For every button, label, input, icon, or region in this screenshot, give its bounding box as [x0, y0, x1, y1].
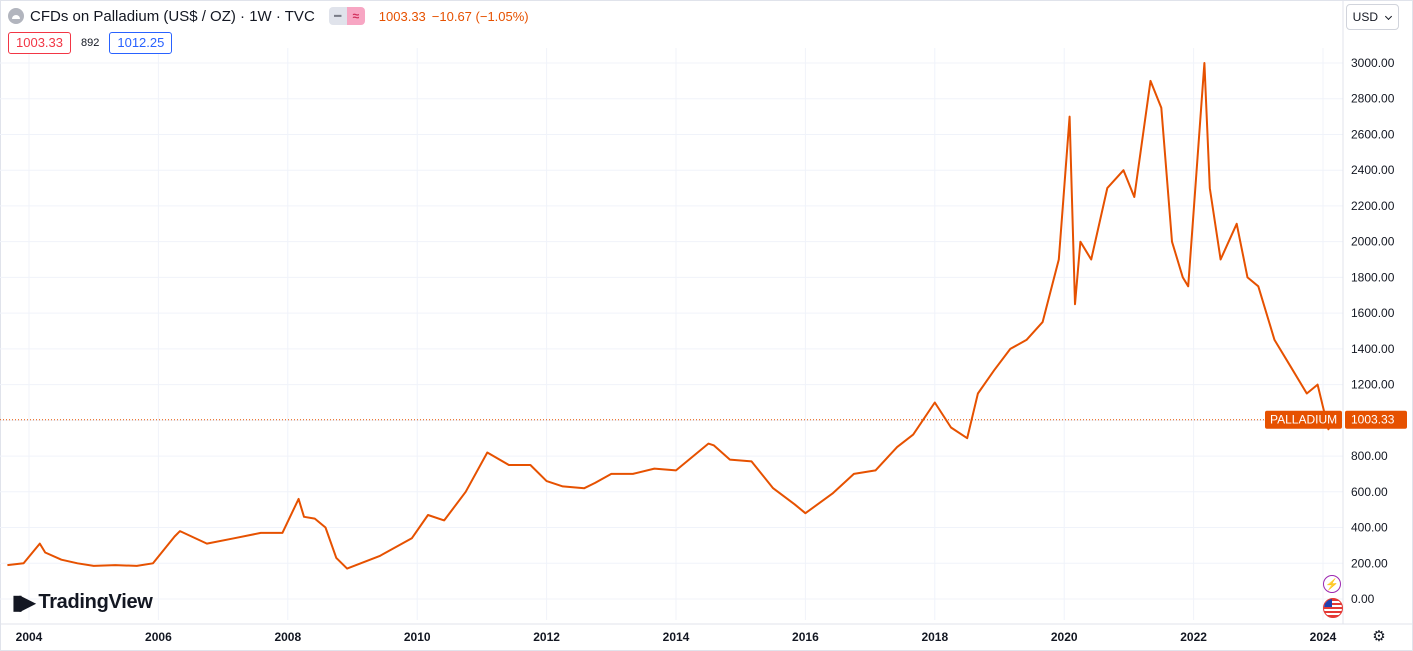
time-axis[interactable]: 2004 2006 2008 2010 2012 2014 2016 2018 2020 2022… — [0, 623, 1413, 644]
y-tick-label: 2400.00 — [1351, 163, 1395, 177]
y-tick-label: 1600.00 — [1351, 306, 1395, 320]
y-tick-label: 1200.00 — [1351, 378, 1395, 392]
indicator-toggle[interactable]: ━ ≈ — [328, 7, 365, 25]
symbol-title[interactable]: CFDs on Palladium (US$ / OZ) · 1W · TVC — [30, 7, 315, 25]
series-name-label: PALLADIUM — [1265, 410, 1342, 429]
header-change: −10.67 (−1.05%) — [431, 8, 529, 24]
header-quote: 1003.33 −10.67 (−1.05%) — [379, 9, 529, 24]
x-tick-label: 2004 — [16, 630, 43, 644]
x-tick-label: 2024 — [1310, 630, 1337, 644]
y-tick-label: 2000.00 — [1351, 235, 1395, 249]
series-name-text: PALLADIUM — [1270, 413, 1337, 427]
y-tick-label: 800.00 — [1351, 449, 1388, 463]
x-tick-label: 2014 — [663, 630, 690, 644]
x-tick-label: 2018 — [921, 630, 948, 644]
x-tick-label: 2008 — [274, 630, 301, 644]
minus-icon[interactable]: ━ — [328, 7, 347, 25]
gear-icon[interactable]: ⚙ — [1372, 628, 1386, 645]
y-tick-label: 1400.00 — [1351, 342, 1395, 356]
x-tick-label: 2020 — [1051, 630, 1078, 644]
y-tick-label: 1800.00 — [1351, 270, 1395, 284]
ask-box[interactable]: 1012.25 — [109, 32, 173, 54]
us-flag-icon[interactable] — [1323, 598, 1343, 618]
x-tick-label: 2006 — [145, 630, 172, 644]
header-last-price: 1003.33 — [378, 8, 426, 24]
grid-lines — [0, 48, 1343, 620]
x-tick-label: 2012 — [533, 630, 560, 644]
price-axis[interactable]: 0.00200.00400.00600.00800.001000.001200.… — [1342, 0, 1395, 624]
currency-select[interactable]: USD — [1345, 4, 1399, 30]
lightning-icon[interactable]: ⚡ — [1323, 575, 1341, 593]
price-label: 1003.33 — [1345, 410, 1407, 429]
symbol-logo-icon — [8, 8, 24, 24]
series-line-palladium[interactable] — [7, 62, 1335, 570]
tradingview-logo-text: TradingView — [38, 591, 153, 613]
tradingview-logo[interactable]: ▮▶ TradingView — [12, 590, 153, 615]
quote-row: 1003.33 892 1012.25 — [8, 32, 173, 54]
x-tick-label: 2016 — [792, 630, 819, 644]
y-tick-label: 400.00 — [1351, 521, 1388, 535]
y-tick-label: 3000.00 — [1351, 56, 1395, 70]
price-label-text: 1003.33 — [1351, 413, 1395, 427]
bid-box[interactable]: 1003.33 — [8, 32, 71, 54]
y-tick-label: 2200.00 — [1351, 199, 1395, 213]
approx-icon[interactable]: ≈ — [346, 7, 365, 25]
price-label-bg — [1345, 410, 1407, 429]
chart-header: CFDs on Palladium (US$ / OZ) · 1W · TVC … — [8, 6, 529, 26]
y-tick-label: 2600.00 — [1351, 127, 1395, 141]
x-tick-label: 2010 — [404, 630, 431, 644]
y-tick-label: 2800.00 — [1351, 92, 1395, 106]
y-tick-label: 600.00 — [1351, 485, 1388, 499]
spread-value: 892 — [81, 37, 100, 49]
series-name-label-bg — [1265, 410, 1342, 429]
y-tick-label: 200.00 — [1351, 556, 1388, 570]
x-tick-label: 2022 — [1180, 630, 1207, 644]
y-tick-label: 0.00 — [1351, 592, 1375, 606]
tradingview-logo-icon: ▮▶ — [12, 592, 35, 614]
